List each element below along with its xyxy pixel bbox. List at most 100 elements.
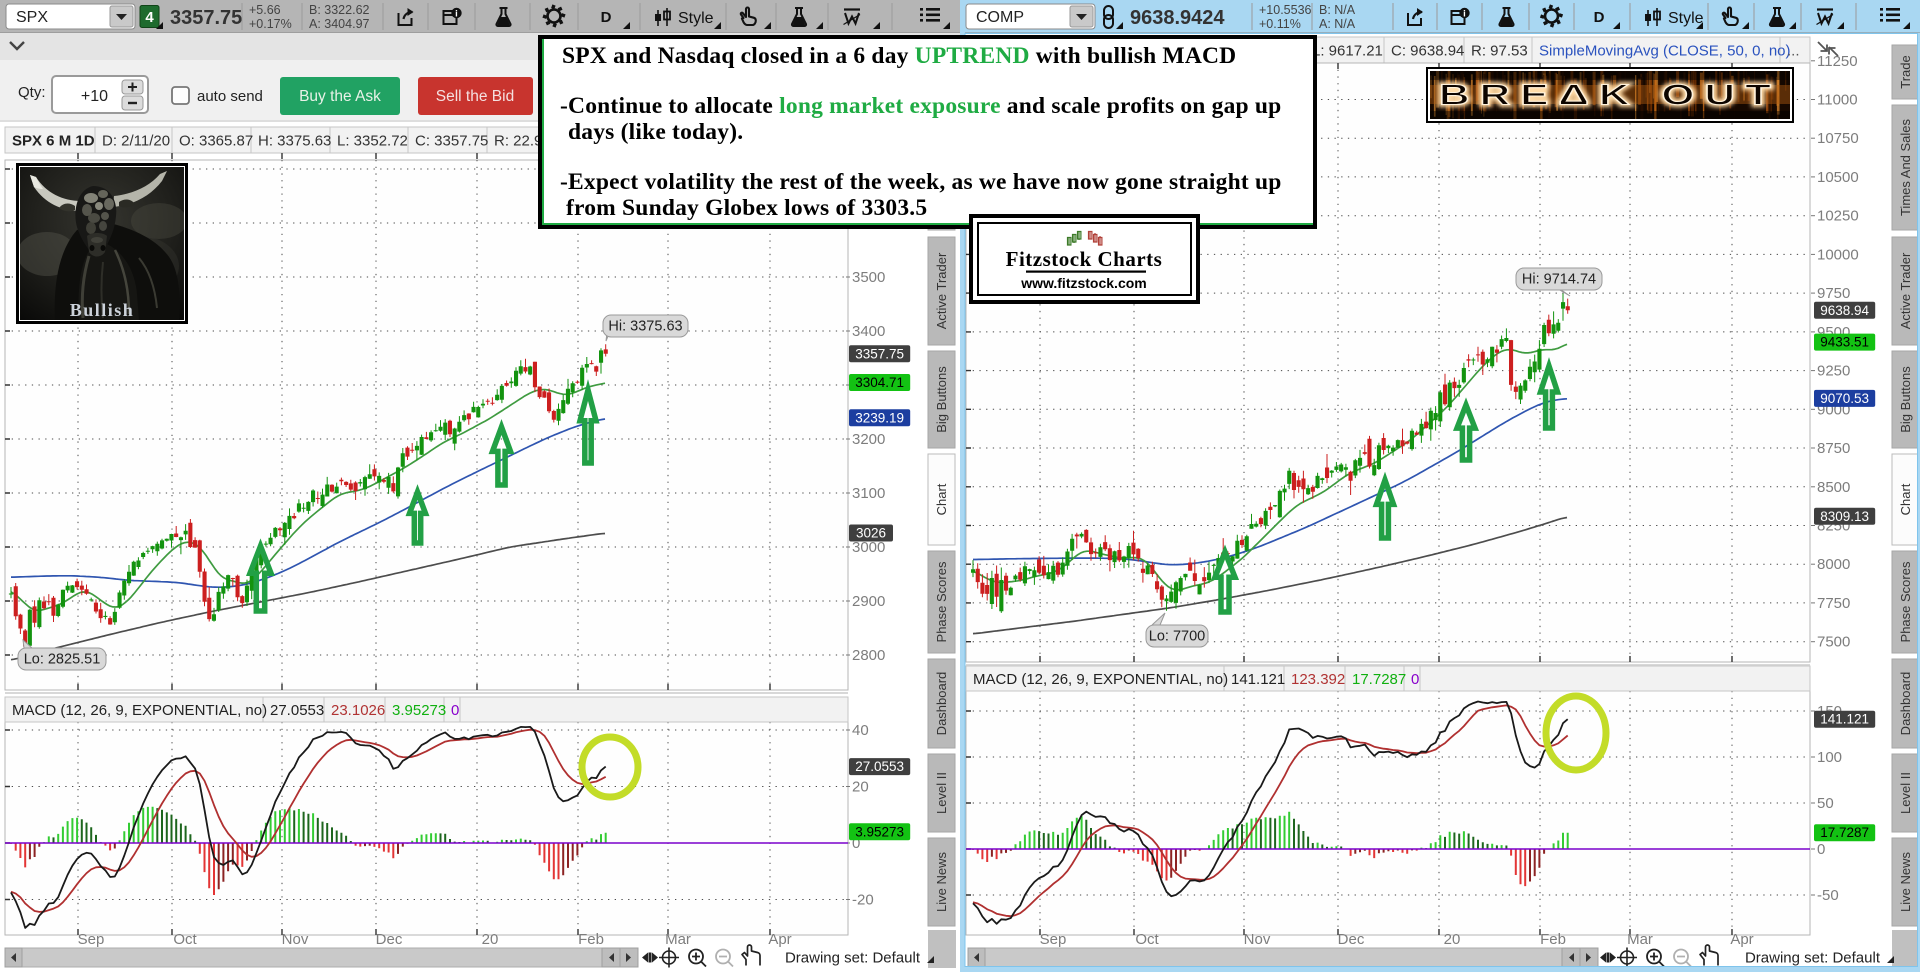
- svg-text:3100: 3100: [852, 485, 885, 502]
- svg-text:3.95273: 3.95273: [855, 824, 904, 839]
- svg-text:8750: 8750: [1817, 440, 1850, 457]
- svg-text:27.0553: 27.0553: [270, 702, 324, 719]
- svg-text:Active Trader: Active Trader: [1898, 252, 1913, 329]
- svg-text:10250: 10250: [1817, 208, 1859, 225]
- svg-text:3304.71: 3304.71: [855, 375, 904, 390]
- svg-text:Dashboard: Dashboard: [934, 672, 949, 736]
- svg-text:+5.66: +5.66: [249, 3, 281, 17]
- svg-text:3357.75: 3357.75: [170, 7, 242, 29]
- svg-text:8309.13: 8309.13: [1820, 509, 1869, 524]
- svg-text:23.1026: 23.1026: [331, 702, 385, 719]
- svg-text:17.7287: 17.7287: [1820, 825, 1869, 840]
- svg-text:www.fitzstock.com: www.fitzstock.com: [1020, 275, 1147, 291]
- svg-text:D: 2/11/20: D: 2/11/20: [102, 133, 170, 150]
- svg-text:i: i: [1463, 9, 1466, 20]
- svg-text:20: 20: [852, 779, 869, 796]
- svg-text:R: 97.53: R: 97.53: [1471, 43, 1528, 60]
- svg-text:Qty:: Qty:: [18, 84, 46, 101]
- svg-text:9070.53: 9070.53: [1820, 391, 1869, 406]
- svg-text:11000: 11000: [1817, 92, 1858, 109]
- svg-text:Lo: 7700: Lo: 7700: [1149, 629, 1205, 645]
- svg-text:50: 50: [1817, 795, 1834, 812]
- svg-text:3239.19: 3239.19: [855, 410, 904, 425]
- svg-text:C: 9638.94: C: 9638.94: [1391, 43, 1464, 60]
- svg-text:Style: Style: [1668, 10, 1704, 27]
- svg-text:BREΔK OUT: BREΔK OUT: [1439, 80, 1781, 112]
- svg-text:Sep: Sep: [1040, 931, 1067, 948]
- svg-text:100: 100: [1817, 749, 1842, 766]
- svg-text:Active Trader: Active Trader: [934, 252, 949, 329]
- svg-text:3357.75: 3357.75: [855, 346, 904, 361]
- svg-text:9250: 9250: [1817, 363, 1850, 380]
- svg-text:Level II: Level II: [1898, 772, 1913, 814]
- svg-text:Big Buttons: Big Buttons: [1898, 366, 1913, 433]
- svg-text:SPX 6 M 1D: SPX 6 M 1D: [12, 133, 95, 150]
- svg-text:Feb: Feb: [578, 931, 604, 948]
- svg-text:C: 3357.75: C: 3357.75: [415, 133, 488, 150]
- svg-text:2800: 2800: [852, 647, 885, 664]
- svg-text:Style: Style: [678, 10, 714, 27]
- svg-text:Mar: Mar: [1627, 931, 1653, 948]
- svg-text:Times And Sales: Times And Sales: [1898, 118, 1913, 216]
- svg-text:20: 20: [482, 931, 499, 948]
- svg-text:COMP: COMP: [976, 9, 1024, 26]
- svg-text:Sep: Sep: [78, 931, 105, 948]
- svg-text:9433.51: 9433.51: [1820, 335, 1869, 350]
- svg-text:Dec: Dec: [376, 931, 403, 948]
- svg-text:17.7287: 17.7287: [1352, 671, 1406, 688]
- svg-text:-50: -50: [1817, 887, 1839, 904]
- svg-text:i: i: [455, 9, 458, 20]
- svg-text:Apr: Apr: [1730, 931, 1753, 948]
- svg-text:Feb: Feb: [1540, 931, 1566, 948]
- svg-text:9638.94: 9638.94: [1820, 303, 1869, 318]
- svg-text:Phase Scores: Phase Scores: [934, 561, 949, 642]
- svg-text:Lo: 2825.51: Lo: 2825.51: [24, 652, 101, 668]
- svg-text:0: 0: [451, 702, 459, 719]
- svg-text:Nov: Nov: [1244, 931, 1271, 948]
- svg-text:27.0553: 27.0553: [855, 759, 904, 774]
- svg-text:D: D: [601, 9, 612, 26]
- svg-text:Dashboard: Dashboard: [1898, 672, 1913, 736]
- svg-text:A: 3404.97: A: 3404.97: [309, 17, 370, 31]
- svg-text:O: 3365.87: O: 3365.87: [179, 133, 253, 150]
- svg-text:Mar: Mar: [665, 931, 691, 948]
- svg-text:+10: +10: [81, 88, 108, 105]
- svg-text:Buy the Ask: Buy the Ask: [299, 88, 381, 105]
- svg-text:9750: 9750: [1817, 285, 1850, 302]
- svg-text:4: 4: [145, 9, 154, 26]
- svg-text:D: D: [1594, 9, 1605, 26]
- svg-text:L: 3352.72: L: 3352.72: [337, 133, 408, 150]
- svg-text:SPX: SPX: [16, 9, 48, 26]
- svg-text:0: 0: [1817, 841, 1825, 858]
- svg-text:3.95273: 3.95273: [392, 702, 446, 719]
- svg-text:0: 0: [1411, 671, 1419, 688]
- svg-text:40: 40: [852, 722, 869, 739]
- svg-text:Chart: Chart: [934, 483, 949, 515]
- svg-text:+0.11%: +0.11%: [1259, 17, 1301, 31]
- svg-text:0: 0: [852, 835, 860, 852]
- svg-text:10000: 10000: [1817, 246, 1859, 263]
- svg-text:10750: 10750: [1817, 130, 1859, 147]
- svg-text:Oct: Oct: [1135, 931, 1159, 948]
- svg-text:Hi: 9714.74: Hi: 9714.74: [1522, 272, 1596, 288]
- svg-text:...: ...: [1787, 43, 1800, 60]
- svg-text:8500: 8500: [1817, 479, 1850, 496]
- svg-text:auto send: auto send: [197, 88, 263, 105]
- svg-text:11250: 11250: [1817, 53, 1858, 70]
- svg-text:20: 20: [1444, 931, 1461, 948]
- svg-text:Trade: Trade: [1898, 55, 1913, 88]
- svg-text:3000: 3000: [852, 539, 885, 556]
- svg-text:123.392: 123.392: [1291, 671, 1345, 688]
- svg-text:8000: 8000: [1817, 556, 1850, 573]
- svg-text:-20: -20: [852, 892, 874, 909]
- svg-text:L: 9617.21: L: 9617.21: [1312, 43, 1383, 60]
- svg-text:BREΔK OUT: BREΔK OUT: [1439, 80, 1781, 112]
- svg-text:3400: 3400: [852, 323, 885, 340]
- svg-text:A: N/A: A: N/A: [1319, 17, 1356, 31]
- svg-text:Drawing set: Default: Drawing set: Default: [1745, 950, 1881, 967]
- svg-text:SimpleMovingAvg (CLOSE, 50, 0,: SimpleMovingAvg (CLOSE, 50, 0, no): [1539, 43, 1791, 60]
- svg-text:10500: 10500: [1817, 169, 1859, 186]
- svg-text:Live News: Live News: [1898, 852, 1913, 912]
- svg-text:Fitzstock Charts: Fitzstock Charts: [1006, 247, 1163, 271]
- svg-text:3500: 3500: [852, 269, 885, 286]
